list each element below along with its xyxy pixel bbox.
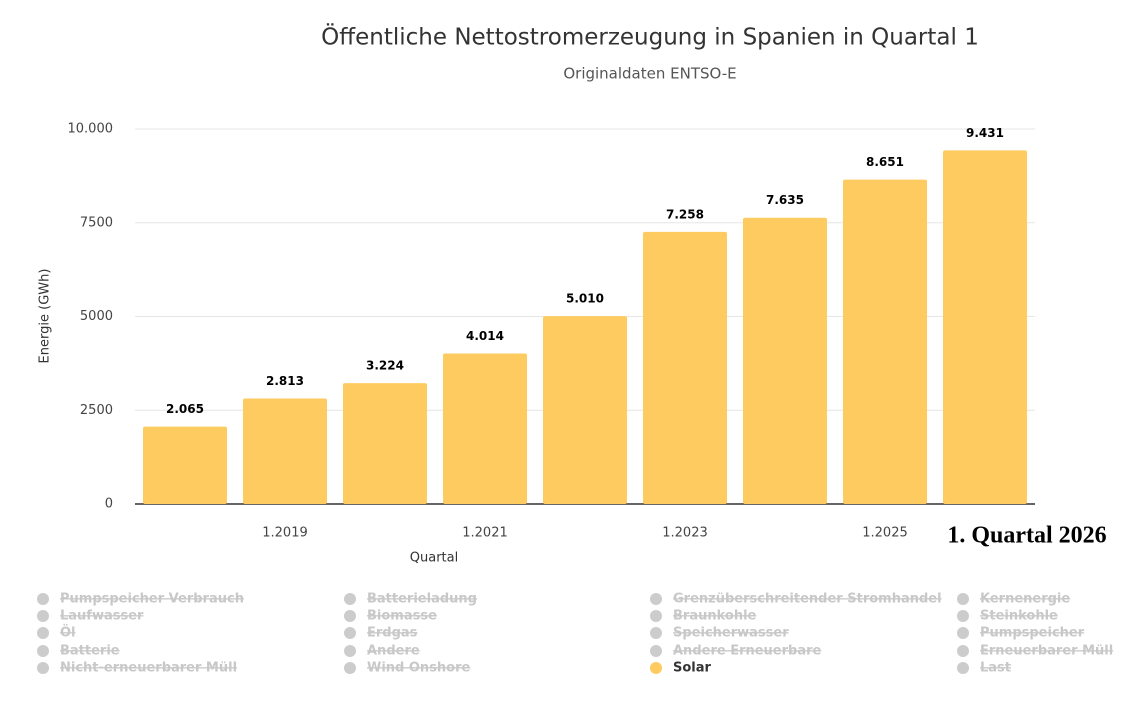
value-label: 2.813 xyxy=(266,374,304,388)
value-label: 9.431 xyxy=(966,126,1004,140)
x-axis-title: Quartal xyxy=(410,551,458,566)
value-label: 2.065 xyxy=(166,402,204,416)
legend-marker xyxy=(650,627,662,639)
legend-label: Solar xyxy=(673,661,712,676)
legend-marker xyxy=(344,662,356,674)
legend-label: Speicherwasser xyxy=(673,626,789,641)
legend-marker xyxy=(37,662,49,674)
legend-marker xyxy=(957,662,969,674)
legend-marker xyxy=(957,610,969,622)
legend-marker xyxy=(344,627,356,639)
legend-marker xyxy=(650,645,662,657)
legend-label: Biomasse xyxy=(367,609,437,624)
legend-label: Batterieladung xyxy=(367,592,477,607)
legend-label: Batterie xyxy=(60,644,120,659)
value-label: 7.258 xyxy=(666,207,704,221)
value-label: 5.010 xyxy=(566,292,604,306)
bar xyxy=(643,231,727,504)
legend-label: Kernenergie xyxy=(980,592,1070,607)
legend-label: Wind Onshore xyxy=(367,661,471,676)
legend-label: Pumpspeicher xyxy=(980,626,1085,641)
x-tick-label: 1.2023 xyxy=(662,526,708,541)
x-tick-label: 1.2025 xyxy=(862,526,908,541)
y-tick-label: 5000 xyxy=(80,309,113,324)
bar xyxy=(243,398,327,504)
bar xyxy=(743,217,827,504)
legend-label: Grenzüberschreitender Stromhandel xyxy=(673,592,942,607)
y-tick-label: 0 xyxy=(105,497,113,512)
legend-marker xyxy=(37,627,49,639)
legend-marker xyxy=(650,610,662,622)
bar xyxy=(343,383,427,504)
legend-marker xyxy=(37,593,49,605)
legend-label: Erneuerbarer Müll xyxy=(980,644,1113,659)
legend-marker xyxy=(650,593,662,605)
value-label: 7.635 xyxy=(766,193,804,207)
value-label: 8.651 xyxy=(866,155,904,169)
legend-label: Öl xyxy=(60,625,76,641)
legend-marker xyxy=(344,593,356,605)
legend-label: Andere Erneuerbare xyxy=(673,644,822,659)
chart-title: Öffentliche Nettostromerzeugung in Spani… xyxy=(321,23,979,51)
y-tick-label: 2500 xyxy=(80,403,113,418)
legend-marker xyxy=(957,593,969,605)
legend-marker xyxy=(344,610,356,622)
legend-marker xyxy=(344,645,356,657)
bar xyxy=(143,426,227,504)
legend-label: Braunkohle xyxy=(673,609,757,624)
legend-marker xyxy=(957,627,969,639)
legend-label: Last xyxy=(980,661,1011,676)
value-label: 3.224 xyxy=(366,359,404,373)
y-axis-title: Energie (GWh) xyxy=(38,269,53,364)
legend-label: Andere xyxy=(367,644,420,659)
bar xyxy=(943,150,1027,504)
y-tick-label: 10.000 xyxy=(68,122,114,137)
bar xyxy=(443,353,527,504)
legend-marker xyxy=(37,645,49,657)
value-label: 4.014 xyxy=(466,329,504,343)
legend-marker xyxy=(650,662,662,674)
y-tick-label: 7500 xyxy=(80,215,113,230)
legend-label: Pumpspeicher Verbrauch xyxy=(60,592,244,607)
annotation: 1. Quartal 2026 xyxy=(947,523,1106,549)
legend-label: Steinkohle xyxy=(980,609,1058,624)
legend-label: Laufwasser xyxy=(60,609,144,624)
x-tick-label: 1.2021 xyxy=(462,526,508,541)
legend-label: Erdgas xyxy=(367,626,418,641)
bar xyxy=(843,179,927,504)
chart-subtitle: Originaldaten ENTSO-E xyxy=(563,65,736,83)
legend-marker xyxy=(957,645,969,657)
legend-marker xyxy=(37,610,49,622)
x-tick-label: 1.2019 xyxy=(262,526,308,541)
legend-label: Nicht-erneuerbarer Müll xyxy=(60,661,237,676)
bar xyxy=(543,316,627,504)
